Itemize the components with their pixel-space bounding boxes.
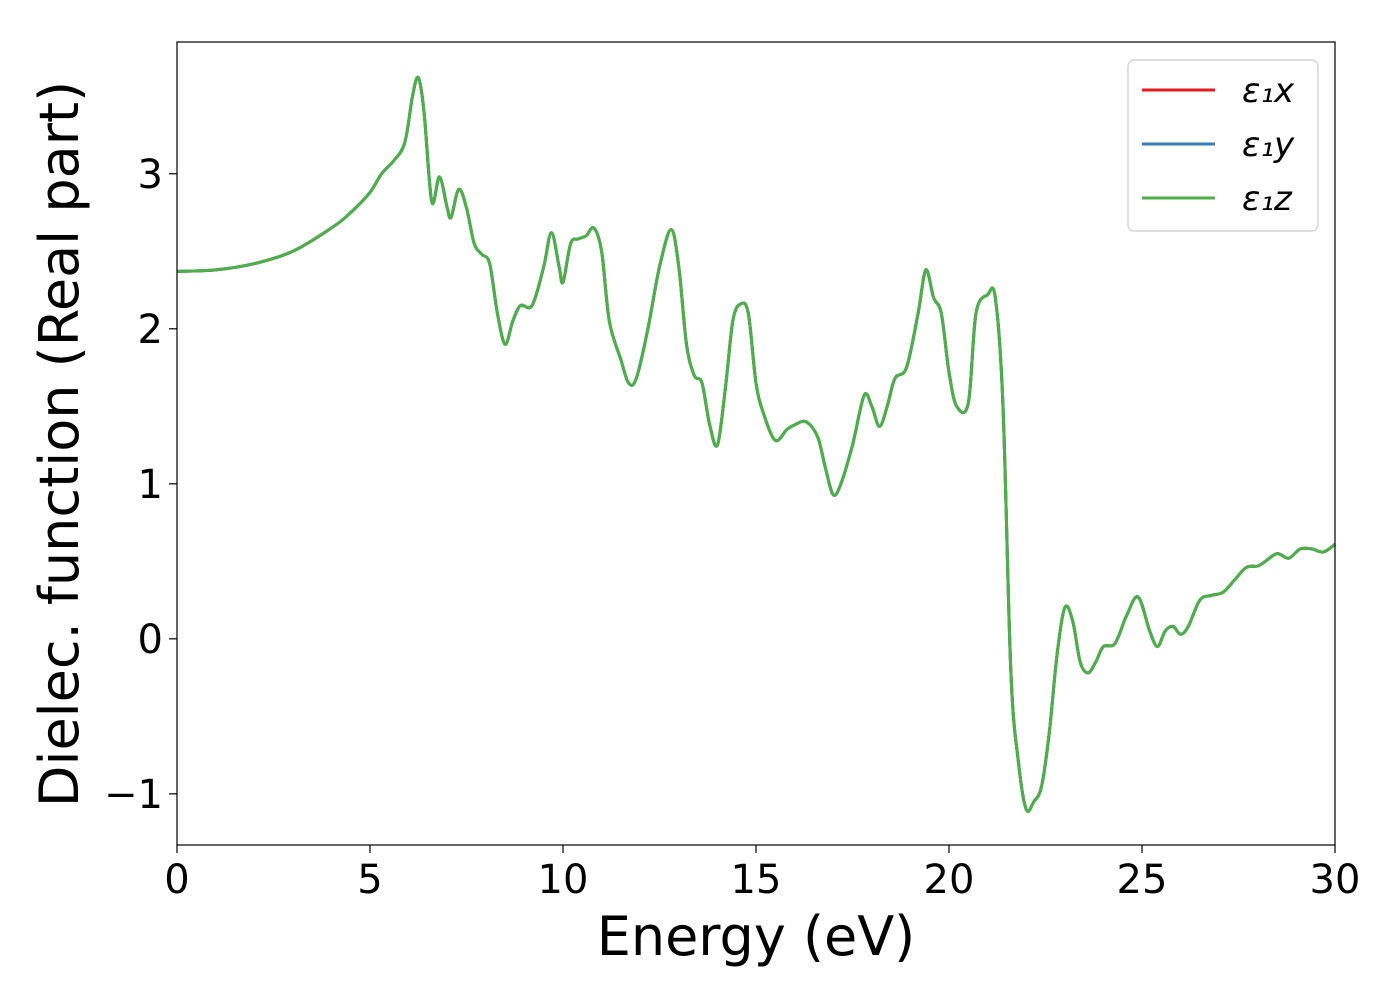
legend: ε₁x ε₁y ε₁z [1127, 59, 1319, 232]
y-tick-label: −1 [104, 772, 163, 818]
x-tick-label: 15 [731, 857, 782, 903]
series-layer [176, 75, 1336, 813]
series-line-3 [176, 75, 1336, 813]
x-tick-label: 0 [164, 857, 189, 903]
y-tick-label: 3 [138, 152, 163, 198]
y-tick-label: 1 [138, 462, 163, 508]
x-tick-label: 10 [538, 857, 589, 903]
legend-box [1127, 59, 1319, 232]
y-axis: −1 0 1 2 3 [104, 152, 177, 818]
y-axis-title: Dielec. function (Real part) [28, 81, 91, 807]
x-tick-label: 25 [1117, 857, 1168, 903]
legend-label-3: ε₁z [1242, 179, 1293, 219]
legend-label-2: ε₁y [1242, 125, 1295, 165]
x-tick-label: 20 [924, 857, 975, 903]
x-axis-title: Energy (eV) [597, 905, 916, 968]
x-axis: 0 5 10 15 20 25 30 [164, 845, 1360, 903]
y-tick-label: 0 [138, 617, 163, 663]
legend-label-1: ε₁x [1242, 71, 1295, 111]
y-tick-label: 2 [138, 307, 163, 353]
x-tick-label: 30 [1310, 857, 1361, 903]
x-tick-label: 5 [357, 857, 382, 903]
